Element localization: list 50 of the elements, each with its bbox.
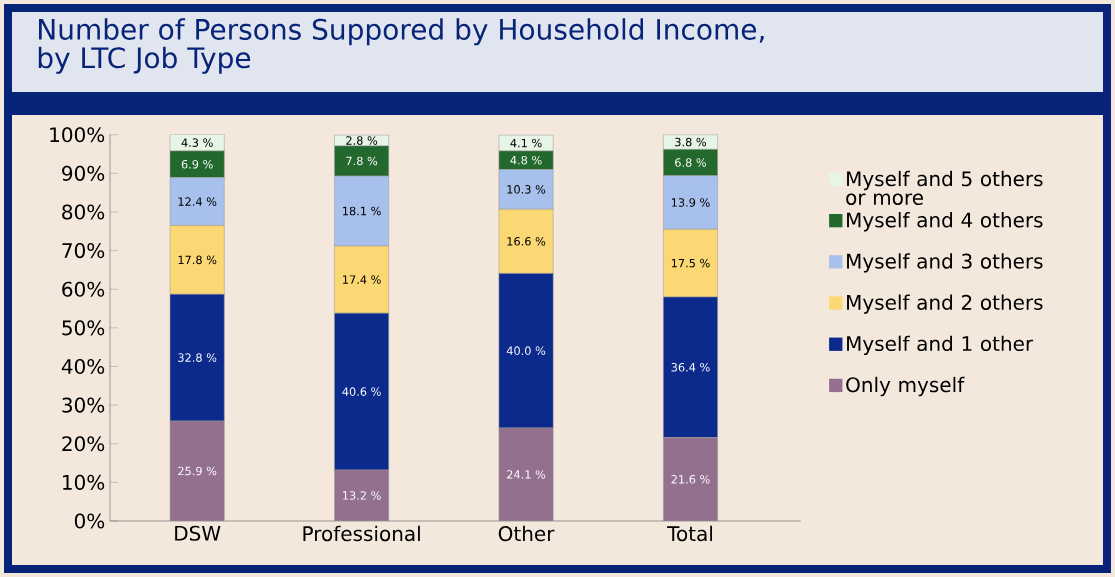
data-label: 40.0 % bbox=[506, 346, 546, 355]
data-label: 24.1 % bbox=[507, 470, 546, 479]
y-tick-label: 30% bbox=[62, 397, 105, 413]
data-label: 7.8 % bbox=[346, 156, 378, 166]
x-tick-label: Professional bbox=[303, 525, 420, 542]
y-tick-label: 60% bbox=[62, 281, 105, 297]
data-label: 32.8 % bbox=[178, 353, 217, 362]
data-label: 6.9 % bbox=[181, 159, 213, 169]
data-label: 13.9 % bbox=[671, 198, 710, 207]
y-tick-label: 50% bbox=[62, 320, 105, 336]
legend-label: Only myself bbox=[846, 376, 965, 397]
data-label: 17.5 % bbox=[671, 258, 710, 268]
y-tick-label: 40% bbox=[61, 358, 105, 375]
data-label: 16.6 % bbox=[507, 237, 546, 246]
data-label: 10.3 % bbox=[507, 185, 546, 194]
y-tick-label: 0% bbox=[74, 513, 105, 529]
data-label: 4.8 % bbox=[510, 155, 542, 165]
legend-label: Myself and 1 other bbox=[847, 335, 1034, 355]
chart-title: Number of Persons Suppored by Household Income, by LTC Job Type bbox=[38, 18, 764, 74]
data-label: 25.9 % bbox=[178, 466, 217, 476]
data-label: 2.8 % bbox=[346, 136, 378, 145]
y-tick-label: 20% bbox=[62, 436, 105, 452]
data-label: 40.6 % bbox=[342, 387, 381, 396]
y-tick-label: 90% bbox=[62, 165, 105, 181]
data-label: 6.8 % bbox=[675, 158, 707, 167]
y-tick-label: 100% bbox=[50, 127, 105, 143]
data-label: 17.4 % bbox=[343, 275, 381, 284]
data-label: 36.4 % bbox=[671, 362, 710, 372]
legend-label: Myself and 4 others bbox=[847, 212, 1043, 232]
data-label: 17.8 % bbox=[178, 255, 217, 265]
data-label: 3.8 % bbox=[675, 137, 707, 147]
data-label: 4.1 % bbox=[510, 138, 542, 148]
data-label: 12.4 % bbox=[178, 197, 217, 206]
legend-label: Myself and 5 others or more bbox=[846, 170, 1043, 206]
y-tick-label: 70% bbox=[62, 243, 105, 259]
data-label: 21.6 % bbox=[671, 474, 710, 484]
bar bbox=[334, 469, 389, 521]
legend-label: Myself and 2 others bbox=[847, 294, 1043, 314]
y-tick-label: 10% bbox=[63, 474, 105, 490]
x-tick-label: Total bbox=[667, 525, 712, 542]
y-tick-label: 80% bbox=[62, 204, 105, 220]
x-tick-label: DSW bbox=[175, 525, 221, 541]
legend-label: Myself and 3 others bbox=[847, 253, 1043, 273]
bar bbox=[169, 420, 225, 521]
bar bbox=[663, 437, 718, 521]
data-label: 13.2 % bbox=[343, 491, 381, 500]
data-label: 18.1 % bbox=[343, 206, 381, 216]
x-tick-label: Other bbox=[498, 525, 555, 542]
bar bbox=[498, 427, 554, 521]
data-label: 4.3 % bbox=[181, 138, 213, 147]
